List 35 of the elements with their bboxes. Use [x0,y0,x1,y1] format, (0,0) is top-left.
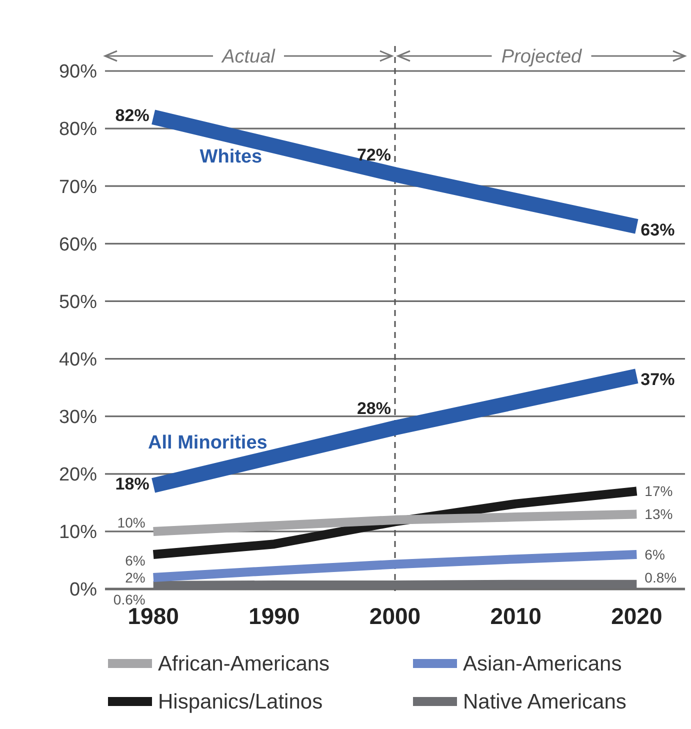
legend-label: Hispanics/Latinos [158,690,323,714]
y-tick-label: 60% [58,234,98,256]
y-tick-label: 20% [58,464,98,486]
y-tick-label: 10% [58,522,98,544]
text: Projected [501,46,584,68]
y-tick-label: 40% [58,349,98,370]
legend-label: Native Americans [463,690,626,714]
x-tick-label: 2020 [611,603,662,629]
data-label: 63% [640,220,675,240]
y-tick-label: 90% [58,62,98,83]
y-tick-label: 70% [58,176,98,198]
data-label: 0.8% [644,569,677,586]
data-label: 17% [644,483,673,500]
data-label: 37% [640,370,675,389]
data-label: 18% [115,474,150,494]
y-tick-label: 0% [70,580,98,601]
legend-label: African-Americans [158,652,330,676]
data-label: 72% [356,146,391,165]
x-tick-label: 2010 [490,603,542,629]
data-label: 10% [117,514,146,530]
series-label: All Minorities [148,432,268,454]
x-tick-label: 1990 [248,603,300,629]
data-label: 6% [644,546,665,562]
series-label: Whites [200,146,262,168]
data-label: 13% [644,506,673,522]
data-label: 2% [125,569,146,586]
data-label: 82% [115,106,150,125]
y-tick-label: 30% [58,406,98,428]
data-label: 28% [356,398,391,418]
y-tick-label: 50% [58,292,98,313]
legend-label: Asian-Americans [463,652,622,676]
y-tick-label: 80% [58,119,98,140]
text: Actual [221,46,276,68]
x-tick-label: 2000 [369,603,421,629]
data-label: 6% [125,552,146,568]
